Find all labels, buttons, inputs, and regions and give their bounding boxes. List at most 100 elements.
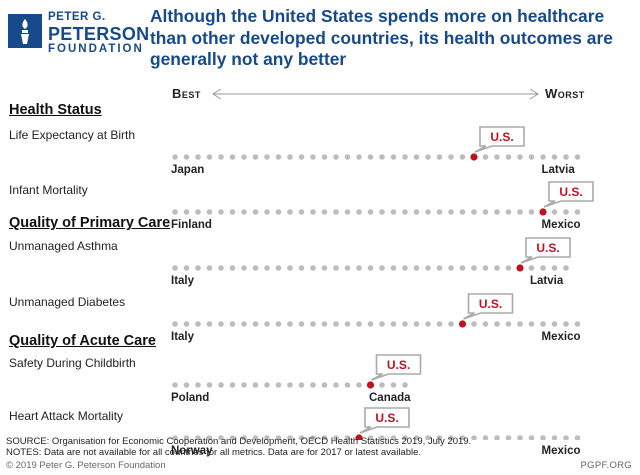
country-dot: [241, 209, 247, 215]
country-dot: [172, 321, 178, 327]
country-dot: [310, 435, 316, 440]
country-dot: [172, 382, 178, 388]
country-dot: [551, 435, 558, 440]
country-dot: [425, 321, 431, 327]
country-dot: [563, 321, 569, 327]
country-dot: [333, 265, 339, 271]
country-dot: [563, 154, 569, 160]
country-dot: [183, 265, 190, 271]
country-dot: [195, 382, 201, 388]
dot-rows: U.S. U.S. U.S. U.S. U.S. U.S.: [172, 126, 594, 440]
country-dot: [252, 209, 259, 215]
country-dot: [287, 435, 293, 440]
country-dot: [540, 154, 546, 160]
us-callout-box: [463, 293, 514, 320]
country-dot: [183, 382, 190, 388]
country-dot: [528, 321, 535, 327]
country-dot: [195, 321, 201, 327]
country-dot: [218, 154, 224, 160]
country-dot: [390, 265, 397, 271]
country-dot: [402, 321, 408, 327]
worst-country-label: Latvia: [530, 275, 564, 287]
country-dot: [321, 435, 328, 440]
us-dot: [470, 153, 478, 161]
country-dot: [574, 321, 581, 327]
country-dot: [540, 265, 546, 271]
country-dot: [482, 321, 489, 327]
country-dot: [413, 435, 420, 440]
us-callout: U.S.: [371, 354, 422, 381]
country-dot: [413, 154, 420, 160]
country-dot: [471, 209, 477, 215]
country-dot: [183, 209, 190, 215]
country-dot: [195, 209, 201, 215]
worst-country-label: Canada: [369, 392, 411, 404]
section-title: Health Status: [9, 102, 102, 118]
country-dot: [229, 209, 236, 215]
country-dot: [459, 435, 466, 440]
country-dot: [551, 154, 558, 160]
country-dot: [482, 154, 489, 160]
scale-arrow: [212, 88, 539, 100]
country-dot: [172, 154, 178, 160]
country-dot: [482, 435, 489, 440]
country-dot: [206, 154, 213, 160]
country-dot: [275, 435, 282, 440]
metric-label: Safety During Childbirth: [9, 356, 136, 370]
country-dot: [310, 265, 316, 271]
us-callout: U.S.: [543, 181, 594, 208]
country-dot: [436, 209, 443, 215]
us-dot: [539, 208, 547, 216]
us-callout-box: [474, 126, 525, 153]
us-callout-box: [371, 354, 422, 381]
chart-title: Although the United States spends more o…: [150, 6, 636, 71]
chart-title-line-2: than other developed countries, its heal…: [150, 27, 613, 48]
country-dot: [379, 435, 385, 440]
country-dot: [436, 321, 443, 327]
section-title: Quality of Primary Care: [9, 215, 171, 231]
country-dot: [379, 382, 385, 388]
country-dot: [287, 321, 293, 327]
country-dot: [436, 435, 443, 440]
country-dot: [402, 265, 408, 271]
country-dot: [390, 435, 397, 440]
logo-line-2: PETERSON: [48, 23, 150, 44]
country-dot: [333, 154, 339, 160]
country-dot: [321, 209, 328, 215]
country-dot: [505, 265, 512, 271]
country-dot: [172, 209, 178, 215]
country-dot: [264, 209, 270, 215]
country-dot: [367, 209, 374, 215]
country-dot: [425, 265, 431, 271]
us-dot: [355, 434, 363, 440]
country-dot: [241, 435, 247, 440]
country-dot: [459, 209, 466, 215]
country-dot: [298, 321, 305, 327]
country-dot: [436, 265, 443, 271]
us-dot: [516, 264, 524, 272]
country-dot: [425, 435, 431, 440]
country-dot: [551, 265, 558, 271]
country-dot: [206, 209, 213, 215]
country-dot: [252, 265, 259, 271]
country-dot: [356, 209, 362, 215]
country-dot: [264, 435, 270, 440]
best-country-label: Japan: [171, 164, 205, 176]
country-dot: [482, 265, 489, 271]
country-dot: [528, 209, 535, 215]
country-dot: [298, 265, 305, 271]
country-dot: [264, 321, 270, 327]
country-dot: [229, 265, 236, 271]
country-dot: [344, 321, 351, 327]
country-dot: [390, 209, 397, 215]
country-dot: [528, 435, 535, 440]
country-dot: [218, 265, 224, 271]
country-dot: [206, 382, 213, 388]
country-dot: [264, 382, 270, 388]
country-dot: [448, 265, 454, 271]
best-country-label: Norway: [171, 445, 213, 457]
scale-best-label: Best: [172, 86, 201, 101]
country-dot: [172, 435, 178, 440]
country-dot: [413, 209, 420, 215]
country-dot: [333, 321, 339, 327]
